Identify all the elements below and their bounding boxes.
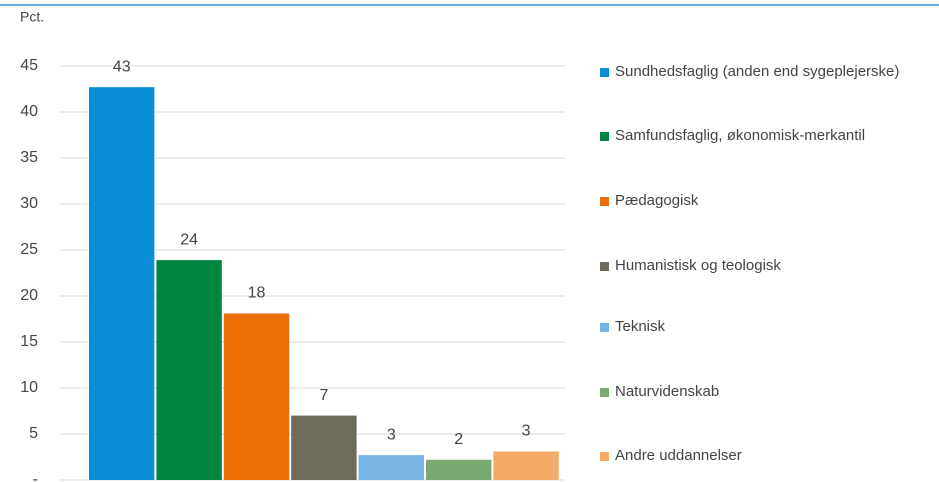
y-tick-label: 25: [20, 241, 38, 258]
legend-label: Humanistisk og teologisk: [615, 257, 781, 274]
y-tick-label: 45: [20, 57, 38, 74]
legend-item: Pædagogisk: [600, 191, 915, 211]
bar: [156, 260, 222, 480]
legend-label: Teknisk: [615, 318, 666, 335]
y-tick-label: 40: [20, 103, 38, 120]
value-label: 3: [387, 426, 396, 443]
y-tick-label: 15: [20, 333, 38, 350]
value-label: 43: [113, 58, 131, 75]
bar: [291, 415, 357, 480]
legend-swatch: [600, 68, 609, 77]
y-axis-label: Pct.: [20, 9, 44, 25]
legend-swatch: [600, 452, 609, 461]
legend-item: Humanistisk og teologisk: [600, 256, 915, 276]
y-tick-label: 35: [20, 149, 38, 166]
y-tick-label: 5: [29, 425, 38, 442]
bar: [89, 87, 155, 480]
legend-item: Naturvidenskab: [600, 382, 915, 402]
value-label: 7: [319, 387, 328, 404]
y-tick-label: -: [33, 471, 38, 482]
bar: [223, 313, 290, 480]
legend-swatch: [600, 197, 609, 206]
value-label: 2: [454, 431, 463, 448]
value-label: 18: [248, 285, 266, 302]
legend-item: Teknisk: [600, 317, 915, 337]
legend-swatch: [600, 262, 609, 271]
legend-swatch: [600, 132, 609, 141]
bar: [493, 451, 559, 480]
legend-item: Sundhedsfaglig (anden end sygeplejerske): [600, 62, 915, 82]
value-label: 3: [522, 423, 531, 440]
legend-item: Samfundsfaglig, økonomisk-merkantil: [600, 126, 915, 146]
legend-label: Samfundsfaglig, økonomisk-merkantil: [615, 127, 866, 144]
legend-label: Naturvidenskab: [615, 383, 720, 400]
value-label: 24: [180, 231, 198, 248]
legend-swatch: [600, 323, 609, 332]
bar: [426, 459, 492, 480]
y-tick-label: 20: [20, 287, 38, 304]
legend-swatch: [600, 388, 609, 397]
y-tick-label: 10: [20, 379, 38, 396]
legend-item: Andre uddannelser: [600, 446, 915, 466]
legend-label: Sundhedsfaglig (anden end sygeplejerske): [615, 63, 900, 80]
bar: [358, 455, 424, 480]
legend-label: Andre uddannelser: [615, 447, 742, 464]
y-tick-label: 30: [20, 195, 38, 212]
legend-label: Pædagogisk: [615, 192, 699, 209]
